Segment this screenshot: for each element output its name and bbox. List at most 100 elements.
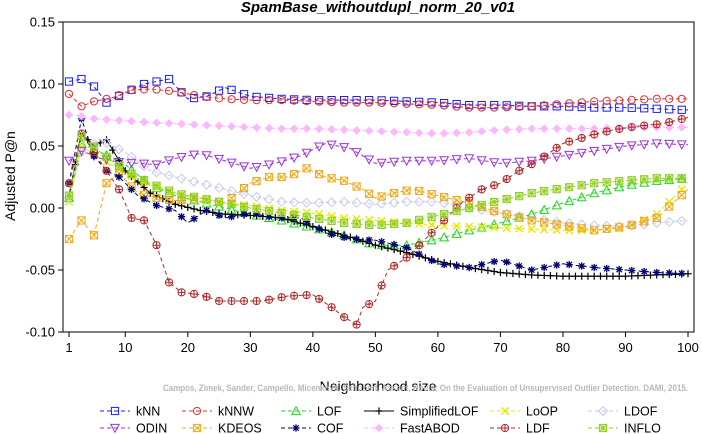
data-point-cof	[365, 236, 373, 244]
data-point-fastabod	[77, 111, 86, 121]
data-point-fastabod	[139, 117, 149, 127]
data-point-knnw	[252, 96, 261, 105]
data-point-cof	[628, 266, 636, 275]
data-point-cof	[378, 238, 386, 246]
data-point-fastabod	[202, 120, 211, 130]
data-point-cof	[240, 210, 248, 218]
data-point-ldf	[540, 152, 549, 161]
legend-label: ODIN	[136, 422, 167, 434]
data-point-fastabod	[302, 124, 311, 133]
data-point-loop	[540, 225, 549, 234]
data-point-ldf	[377, 281, 386, 290]
data-point-fastabod	[89, 114, 99, 124]
data-point-odin	[164, 156, 175, 166]
data-point-kdeos	[615, 223, 624, 232]
data-point-fastabod	[177, 119, 186, 129]
data-point-ldf	[402, 253, 411, 262]
x-tick-label: 100	[677, 340, 699, 355]
data-point-lof	[564, 195, 575, 206]
legend-marker	[500, 406, 510, 416]
data-point-ldf	[239, 296, 249, 306]
data-point-inflo	[377, 220, 386, 229]
data-point-fastabod	[364, 126, 374, 136]
data-point-lof	[451, 228, 462, 238]
data-point-knn	[590, 103, 599, 112]
x-tick-label: 1	[65, 340, 72, 355]
data-point-fastabod	[577, 124, 587, 133]
data-point-knn	[402, 97, 411, 106]
data-point-ldof	[63, 192, 75, 204]
data-point-kdeos	[302, 164, 311, 173]
data-point-odin	[314, 142, 325, 152]
data-point-inflo	[102, 152, 111, 161]
data-point-ldf	[189, 289, 199, 299]
data-point-lof	[626, 179, 637, 189]
legend-label: FastABOD	[400, 422, 460, 434]
data-point-fastabod	[289, 124, 299, 133]
data-point-kdeos	[164, 195, 174, 204]
data-point-knnw	[164, 86, 174, 95]
data-point-simplifiedlof	[221, 210, 229, 218]
data-point-lof	[664, 174, 675, 184]
legend-item-ldf: LDF	[490, 422, 550, 434]
data-point-simplifiedlof	[646, 271, 655, 279]
data-point-knnw	[465, 103, 474, 112]
legend-label: LDOF	[624, 405, 658, 419]
data-point-cof	[152, 201, 161, 210]
data-point-inflo	[477, 200, 486, 210]
data-point-ldf	[552, 143, 561, 152]
data-point-knn	[677, 105, 686, 114]
data-point-simplifiedlof	[321, 226, 329, 234]
data-point-inflo	[340, 218, 349, 227]
data-point-cof	[503, 258, 511, 266]
data-point-simplifiedlof	[190, 205, 198, 213]
data-point-cof	[640, 267, 648, 276]
data-point-kdeos	[315, 170, 324, 179]
data-point-knnw	[114, 91, 124, 100]
data-point-knn	[152, 77, 161, 86]
data-point-inflo	[640, 175, 649, 184]
data-point-knn	[652, 104, 661, 113]
data-point-ldof	[226, 185, 237, 197]
data-point-odin	[589, 146, 600, 157]
data-point-odin	[289, 153, 300, 164]
data-point-inflo	[114, 162, 124, 171]
data-point-ldf	[477, 185, 486, 194]
data-point-cof	[578, 262, 586, 270]
data-point-kdeos	[665, 202, 674, 211]
data-point-odin	[301, 148, 312, 159]
data-point-inflo	[415, 215, 424, 225]
data-point-odin	[514, 157, 525, 168]
data-point-knnw	[277, 96, 286, 105]
data-point-ldf	[677, 114, 686, 124]
data-point-kdeos	[577, 224, 586, 233]
data-point-knn	[477, 100, 486, 110]
data-point-knn	[502, 101, 511, 110]
data-point-simplifiedlof	[171, 200, 179, 208]
data-point-ldof	[351, 197, 362, 208]
series-knnw	[64, 85, 688, 112]
legend-item-loop: LoOP	[490, 405, 558, 419]
data-point-lof	[464, 225, 475, 235]
data-point-kdeos	[602, 224, 611, 233]
data-point-knnw	[615, 96, 624, 105]
data-point-ldf	[289, 291, 299, 300]
x-tick-label: 50	[368, 340, 382, 355]
legend-marker	[597, 405, 609, 417]
data-point-inflo	[627, 176, 636, 185]
data-point-knnw	[327, 98, 336, 107]
data-point-simplifiedlof	[634, 272, 642, 280]
data-point-knnw	[239, 95, 249, 104]
data-point-kdeos	[264, 172, 274, 182]
data-point-loop	[515, 224, 524, 233]
data-point-loop	[477, 223, 486, 232]
data-point-cof	[528, 266, 536, 274]
data-point-fastabod	[402, 128, 411, 137]
data-point-simplifiedlof	[140, 183, 148, 192]
plot-frame	[62, 21, 695, 333]
data-point-knn	[440, 98, 449, 108]
data-point-cof	[127, 185, 136, 193]
data-point-ldof	[138, 161, 150, 172]
data-point-ldf	[227, 296, 236, 306]
data-point-knn	[377, 96, 386, 105]
